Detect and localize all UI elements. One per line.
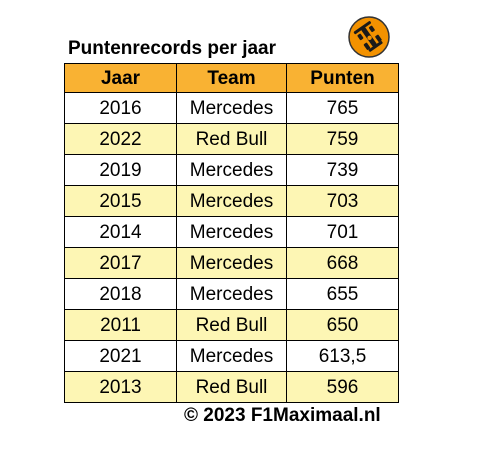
- header-points: Punten: [286, 63, 399, 93]
- cell-year: 2018: [64, 278, 177, 310]
- table-row: 2014 Mercedes 701: [64, 216, 399, 248]
- cell-year: 2021: [64, 340, 177, 372]
- cell-team: Mercedes: [176, 278, 287, 310]
- table-header-row: Jaar Team Punten: [64, 63, 399, 93]
- cell-team: Mercedes: [176, 247, 287, 279]
- table-row: 2021 Mercedes 613,5: [64, 340, 399, 372]
- cell-points: 703: [286, 185, 399, 217]
- table-row: 2011 Red Bull 650: [64, 309, 399, 341]
- table-row: 2015 Mercedes 703: [64, 185, 399, 217]
- cell-points: 759: [286, 123, 399, 155]
- header-team: Team: [176, 63, 287, 93]
- cell-year: 2019: [64, 154, 177, 186]
- cell-points: 701: [286, 216, 399, 248]
- cell-team: Mercedes: [176, 185, 287, 217]
- table-row: 2017 Mercedes 668: [64, 247, 399, 279]
- cell-team: Red Bull: [176, 123, 287, 155]
- cell-team: Mercedes: [176, 340, 287, 372]
- cell-points: 668: [286, 247, 399, 279]
- cell-points: 596: [286, 371, 399, 403]
- cell-points: 655: [286, 278, 399, 310]
- cell-team: Mercedes: [176, 216, 287, 248]
- cell-team: Mercedes: [176, 154, 287, 186]
- cell-points: 650: [286, 309, 399, 341]
- page-title: Puntenrecords per jaar: [68, 38, 277, 59]
- cell-year: 2013: [64, 371, 177, 403]
- f1-car-icon: [348, 16, 390, 58]
- records-table: Jaar Team Punten 2016 Mercedes 765 2022 …: [64, 63, 399, 403]
- cell-year: 2022: [64, 123, 177, 155]
- cell-points: 739: [286, 154, 399, 186]
- cell-team: Red Bull: [176, 371, 287, 403]
- cell-team: Mercedes: [176, 92, 287, 124]
- table-row: 2022 Red Bull 759: [64, 123, 399, 155]
- cell-year: 2017: [64, 247, 177, 279]
- cell-year: 2016: [64, 92, 177, 124]
- cell-points: 765: [286, 92, 399, 124]
- table-row: 2013 Red Bull 596: [64, 371, 399, 403]
- cell-points: 613,5: [286, 340, 399, 372]
- copyright-notice: © 2023 F1Maximaal.nl: [184, 405, 381, 426]
- cell-team: Red Bull: [176, 309, 287, 341]
- table-row: 2019 Mercedes 739: [64, 154, 399, 186]
- header-year: Jaar: [64, 63, 177, 93]
- cell-year: 2015: [64, 185, 177, 217]
- table-row: 2016 Mercedes 765: [64, 92, 399, 124]
- cell-year: 2011: [64, 309, 177, 341]
- cell-year: 2014: [64, 216, 177, 248]
- table-row: 2018 Mercedes 655: [64, 278, 399, 310]
